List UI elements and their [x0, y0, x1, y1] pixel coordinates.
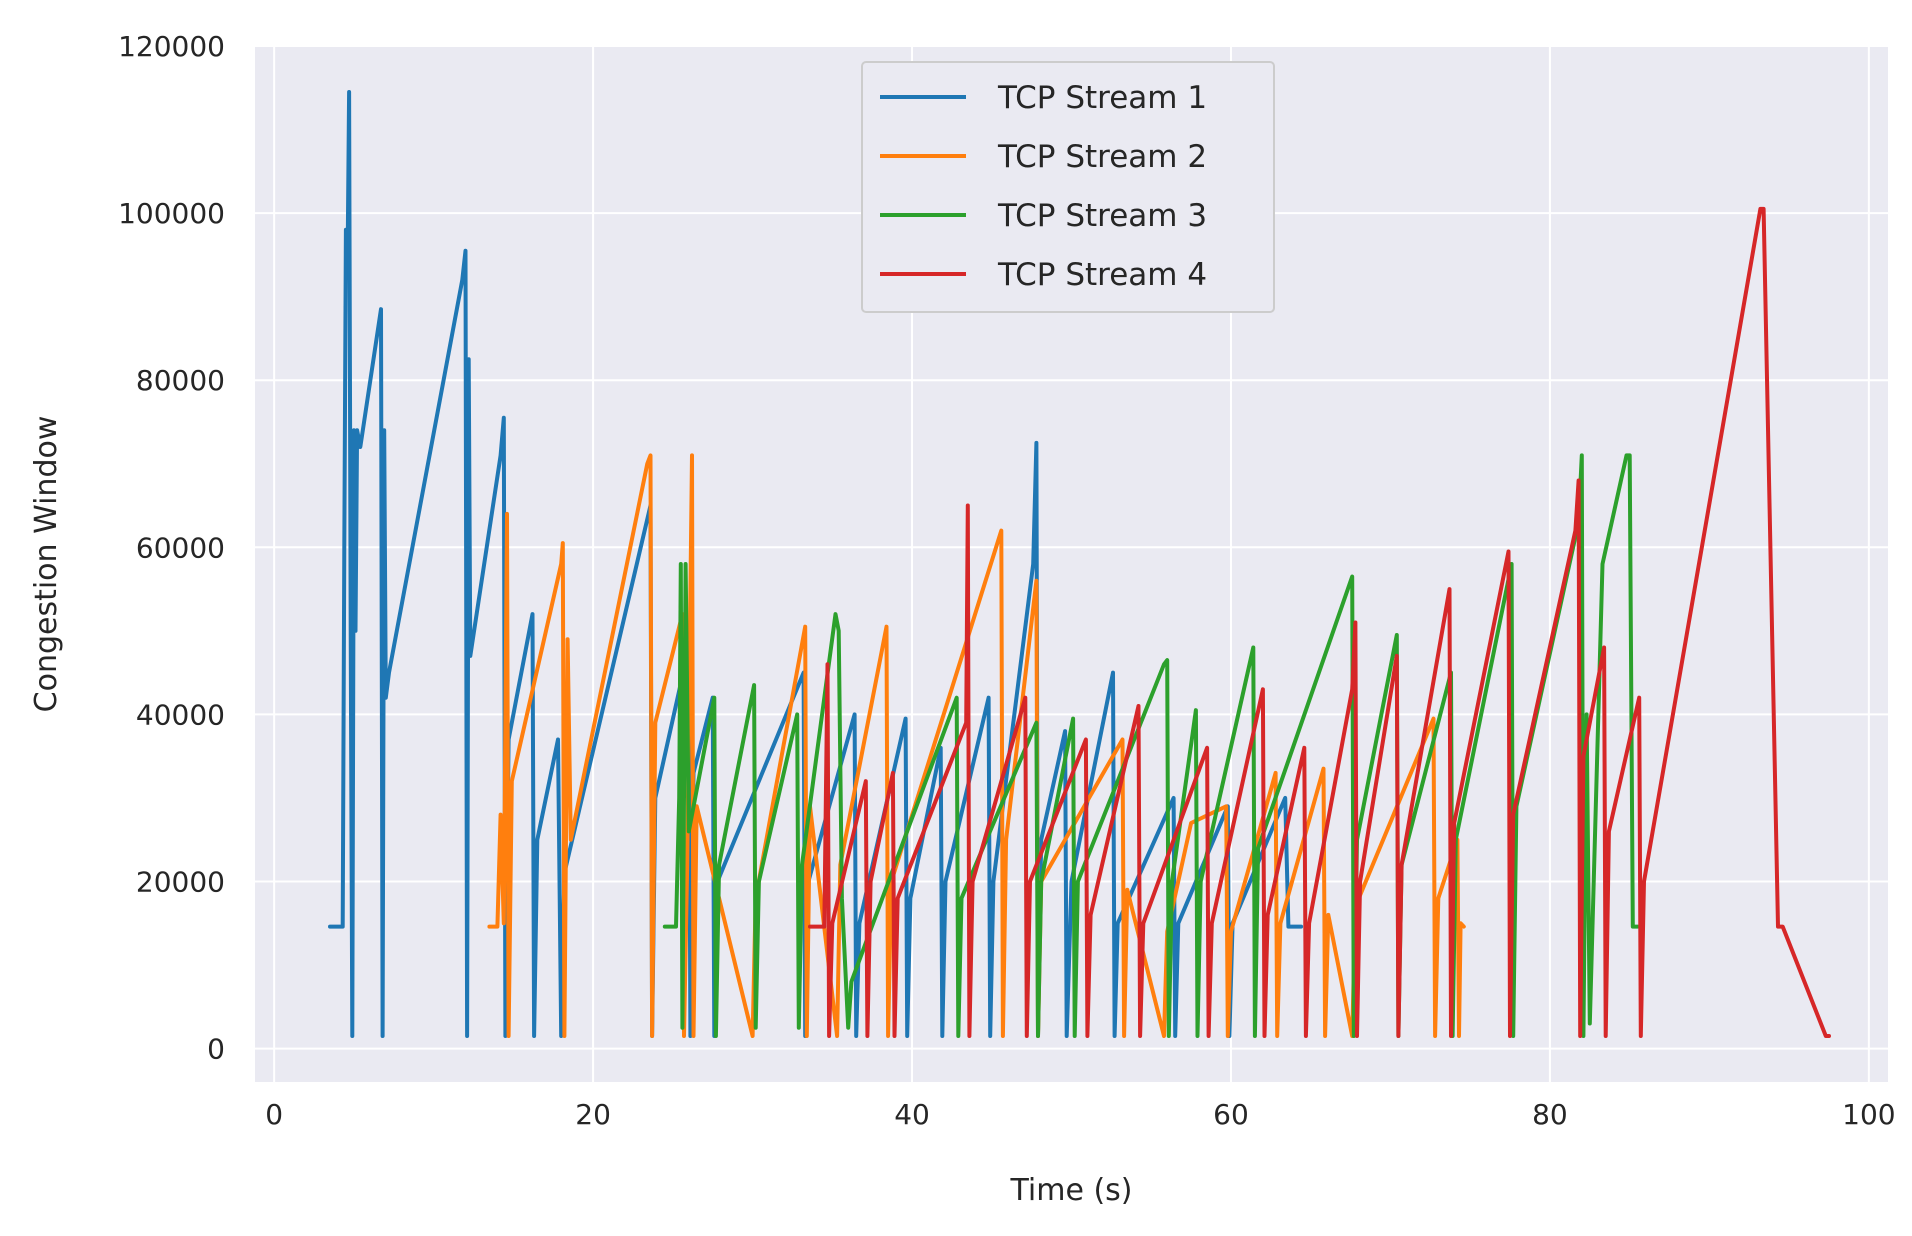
series-layer [328, 90, 1831, 1038]
y-tick-label: 120000 [118, 30, 225, 63]
x-tick-label: 60 [1213, 1098, 1249, 1131]
y-tick-label: 40000 [136, 698, 225, 731]
x-tick-labels: 0 20 40 60 80 100 [265, 1098, 1895, 1131]
y-tick-label: 60000 [136, 531, 225, 564]
x-tick-label: 80 [1532, 1098, 1568, 1131]
legend-items: TCP Stream 1 TCP Stream 2 TCP Stream 3 TCP … [880, 80, 1207, 293]
x-tick-label: 100 [1842, 1098, 1895, 1131]
series-line-3 [662, 453, 1640, 1038]
x-tick-label: 0 [265, 1098, 283, 1131]
y-tick-labels: 0 20000 40000 60000 80000 100000 120000 [118, 30, 225, 1066]
legend-label-3: TCP Stream 3 [997, 198, 1207, 234]
y-tick-label: 20000 [136, 865, 225, 898]
legend-label-1: TCP Stream 1 [997, 80, 1207, 116]
legend: TCP Stream 1 TCP Stream 2 TCP Stream 3 TCP … [861, 61, 1275, 313]
y-axis-label: Congestion Window [29, 416, 64, 713]
y-tick-label: 0 [207, 1033, 225, 1066]
legend-box [861, 61, 1275, 313]
x-tick-label: 40 [894, 1098, 930, 1131]
y-tick-label: 80000 [136, 364, 225, 397]
legend-label-4: TCP Stream 4 [997, 257, 1207, 293]
legend-label-2: TCP Stream 2 [997, 139, 1207, 175]
x-tick-label: 20 [575, 1098, 611, 1131]
series-line-4 [808, 206, 1831, 1038]
y-tick-label: 100000 [118, 197, 225, 230]
series-line-2 [487, 453, 1466, 1038]
x-axis-label: Time (s) [1010, 1173, 1133, 1208]
